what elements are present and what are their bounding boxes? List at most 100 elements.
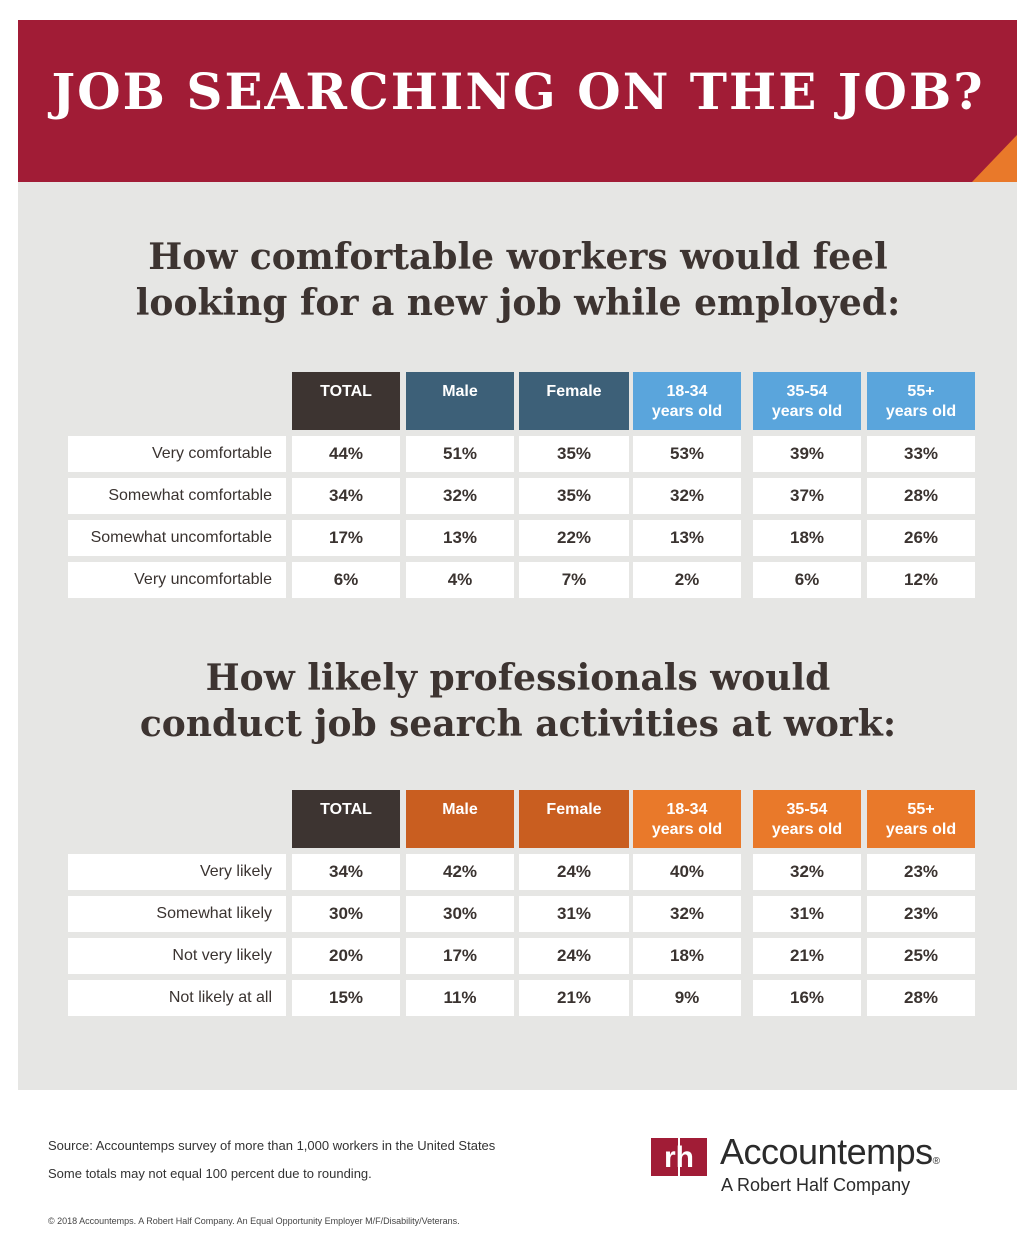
table-cell: 42% — [406, 854, 514, 890]
table-cell: 21% — [519, 980, 629, 1016]
table-cell: 24% — [519, 854, 629, 890]
column-header-line: Female — [546, 801, 602, 818]
table-cell: 31% — [753, 896, 861, 932]
column-header: TOTAL — [292, 372, 400, 430]
table-cell: 13% — [633, 520, 741, 556]
column-header: TOTAL — [292, 790, 400, 848]
table-cell: 17% — [406, 938, 514, 974]
column-header-line: years old — [771, 821, 843, 838]
column-header-line: years old — [885, 821, 957, 838]
table2-title: How likely professionals would conduct j… — [0, 655, 1036, 747]
table-cell: 37% — [753, 478, 861, 514]
column-header-line: Male — [442, 383, 478, 400]
table-cell: 28% — [867, 478, 975, 514]
table-cell: 32% — [633, 896, 741, 932]
table2-title-line: conduct job search activities at work: — [139, 703, 897, 745]
table-cell: 35% — [519, 436, 629, 472]
table-cell: 22% — [519, 520, 629, 556]
table-cell: 39% — [753, 436, 861, 472]
column-header: 55+ years old — [867, 372, 975, 430]
rh-logo-icon: rh — [651, 1138, 707, 1176]
column-header-line: 35-54 — [786, 801, 828, 818]
table1-title-line: looking for a new job while employed: — [135, 282, 901, 324]
row-label: Somewhat comfortable — [68, 478, 286, 514]
row-label: Not likely at all — [68, 980, 286, 1016]
table-cell: 16% — [753, 980, 861, 1016]
column-header-line: 55+ — [907, 383, 935, 400]
table-cell: 33% — [867, 436, 975, 472]
table-cell: 2% — [633, 562, 741, 598]
column-header: Female — [519, 790, 629, 848]
table-cell: 20% — [292, 938, 400, 974]
source-note: Source: Accountemps survey of more than … — [48, 1138, 496, 1153]
table-cell: 24% — [519, 938, 629, 974]
table-cell: 51% — [406, 436, 514, 472]
table-cell: 34% — [292, 854, 400, 890]
brand-subtitle: A Robert Half Company — [721, 1175, 911, 1195]
table-cell: 6% — [753, 562, 861, 598]
table-cell: 30% — [292, 896, 400, 932]
table-cell: 32% — [753, 854, 861, 890]
table-cell: 35% — [519, 478, 629, 514]
column-header: Male — [406, 790, 514, 848]
table-cell: 32% — [406, 478, 514, 514]
column-header-line: 18-34 — [666, 801, 708, 818]
column-header-line: Female — [546, 383, 602, 400]
column-header: 35-54 years old — [753, 790, 861, 848]
table-cell: 6% — [292, 562, 400, 598]
row-label: Somewhat likely — [68, 896, 286, 932]
table-cell: 25% — [867, 938, 975, 974]
column-header: 18-34 years old — [633, 372, 741, 430]
table-cell: 53% — [633, 436, 741, 472]
column-header-line: 35-54 — [786, 383, 828, 400]
brand-name-text: Accountemps — [720, 1131, 933, 1172]
table-cell: 7% — [519, 562, 629, 598]
table-cell: 9% — [633, 980, 741, 1016]
table-cell: 40% — [633, 854, 741, 890]
table1-title-line: How comfortable workers would feel — [148, 236, 888, 278]
table2-title-line: How likely professionals would — [205, 657, 831, 699]
table-cell: 13% — [406, 520, 514, 556]
table-cell: 28% — [867, 980, 975, 1016]
column-header-line: TOTAL — [320, 801, 372, 818]
column-header: 18-34 years old — [633, 790, 741, 848]
table-cell: 4% — [406, 562, 514, 598]
table-cell: 23% — [867, 854, 975, 890]
column-header-line: years old — [771, 403, 843, 420]
row-label: Very comfortable — [68, 436, 286, 472]
column-header: 55+ years old — [867, 790, 975, 848]
logo-mark-text: rh — [664, 1141, 694, 1174]
row-label: Somewhat uncomfortable — [68, 520, 286, 556]
column-header: Female — [519, 372, 629, 430]
table-cell: 21% — [753, 938, 861, 974]
registered-mark: ® — [932, 1156, 940, 1167]
row-label: Not very likely — [68, 938, 286, 974]
column-header-line: 55+ — [907, 801, 935, 818]
row-label: Very likely — [68, 854, 286, 890]
column-header-line: Male — [442, 801, 478, 818]
table-cell: 17% — [292, 520, 400, 556]
table-cell: 30% — [406, 896, 514, 932]
table-cell: 15% — [292, 980, 400, 1016]
column-header-line: 18-34 — [666, 383, 708, 400]
table-cell: 44% — [292, 436, 400, 472]
table-cell: 23% — [867, 896, 975, 932]
table-cell: 18% — [753, 520, 861, 556]
table1-title: How comfortable workers would feel looki… — [0, 234, 1036, 326]
table-cell: 32% — [633, 478, 741, 514]
column-header-line: years old — [885, 403, 957, 420]
table-cell: 18% — [633, 938, 741, 974]
rounding-note: Some totals may not equal 100 percent du… — [48, 1166, 372, 1181]
column-header-line: TOTAL — [320, 383, 372, 400]
table-cell: 11% — [406, 980, 514, 1016]
table-cell: 26% — [867, 520, 975, 556]
column-header-line: years old — [651, 821, 723, 838]
row-label: Very uncomfortable — [68, 562, 286, 598]
column-header: 35-54 years old — [753, 372, 861, 430]
title-banner — [18, 20, 1017, 182]
brand-name: Accountemps® — [720, 1131, 940, 1172]
page-title: JOB SEARCHING ON THE JOB? — [51, 62, 985, 121]
column-header-line: years old — [651, 403, 723, 420]
column-header: Male — [406, 372, 514, 430]
table-cell: 31% — [519, 896, 629, 932]
